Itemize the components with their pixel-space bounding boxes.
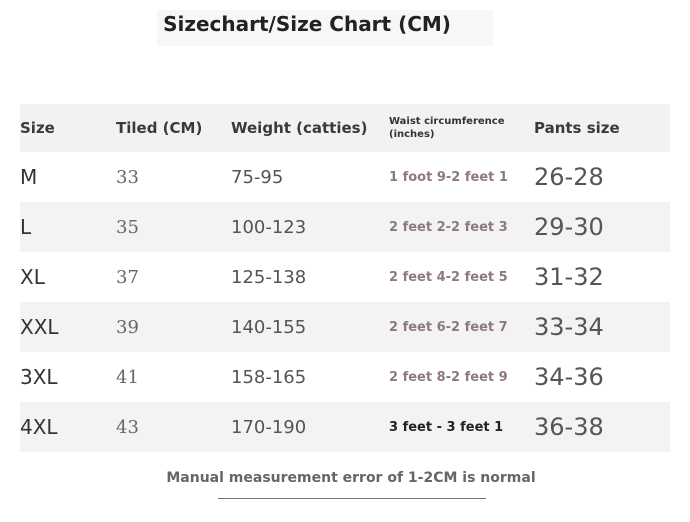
weight-cell: 125-138 — [231, 266, 307, 288]
pants-cell: 31-32 — [534, 263, 604, 291]
pants-cell: 33-34 — [534, 313, 604, 341]
weight-cell: 100-123 — [231, 216, 307, 238]
table-row: 4XL 43 170-190 3 feet - 3 feet 1 36-38 — [20, 402, 670, 452]
table-row: XL 37 125-138 2 feet 4-2 feet 5 31-32 — [20, 252, 670, 302]
table-row: 3XL 41 158-165 2 feet 8-2 feet 9 34-36 — [20, 352, 670, 402]
weight-cell: 75-95 — [231, 166, 284, 188]
tiled-cell: 41 — [116, 366, 139, 388]
size-cell: 4XL — [20, 415, 58, 439]
header-pants: Pants size — [534, 119, 620, 137]
header-waist: Waist circumference (inches) — [389, 116, 505, 140]
table-row: XXL 39 140-155 2 feet 6-2 feet 7 33-34 — [20, 302, 670, 352]
weight-cell: 170-190 — [231, 416, 307, 438]
weight-cell: 158-165 — [231, 366, 307, 388]
size-cell: XXL — [20, 315, 59, 339]
size-cell: M — [20, 165, 38, 189]
waist-cell: 3 feet - 3 feet 1 — [389, 419, 504, 435]
tiled-cell: 39 — [116, 316, 139, 338]
size-chart-table: Size Tiled (CM) Weight (catties) Waist c… — [20, 104, 670, 452]
page-title: Sizechart/Size Chart (CM) — [0, 10, 690, 46]
pants-cell: 36-38 — [534, 413, 604, 441]
table-row: M 33 75-95 1 foot 9-2 feet 1 26-28 — [20, 152, 670, 202]
size-cell: XL — [20, 265, 45, 289]
header-weight: Weight (catties) — [231, 119, 368, 137]
size-cell: L — [20, 215, 32, 239]
tiled-cell: 37 — [116, 266, 139, 288]
pants-cell: 29-30 — [534, 213, 604, 241]
waist-cell: 1 foot 9-2 feet 1 — [389, 169, 508, 185]
weight-cell: 140-155 — [231, 316, 307, 338]
size-cell: 3XL — [20, 365, 58, 389]
tiled-cell: 35 — [116, 216, 139, 238]
tiled-cell: 33 — [116, 166, 139, 188]
header-tiled: Tiled (CM) — [116, 119, 203, 137]
waist-cell: 2 feet 6-2 feet 7 — [389, 319, 508, 335]
table-row: L 35 100-123 2 feet 2-2 feet 3 29-30 — [20, 202, 670, 252]
tiled-cell: 43 — [116, 416, 139, 438]
measurement-note: Manual measurement error of 1-2CM is nor… — [166, 470, 536, 486]
pants-cell: 26-28 — [534, 163, 604, 191]
title-text: Sizechart/Size Chart (CM) — [157, 10, 493, 46]
waist-cell: 2 feet 8-2 feet 9 — [389, 369, 508, 385]
pants-cell: 34-36 — [534, 363, 604, 391]
divider — [218, 498, 486, 499]
waist-cell: 2 feet 2-2 feet 3 — [389, 219, 508, 235]
header-size: Size — [20, 119, 55, 137]
header-row: Size Tiled (CM) Weight (catties) Waist c… — [20, 104, 670, 152]
waist-cell: 2 feet 4-2 feet 5 — [389, 269, 508, 285]
